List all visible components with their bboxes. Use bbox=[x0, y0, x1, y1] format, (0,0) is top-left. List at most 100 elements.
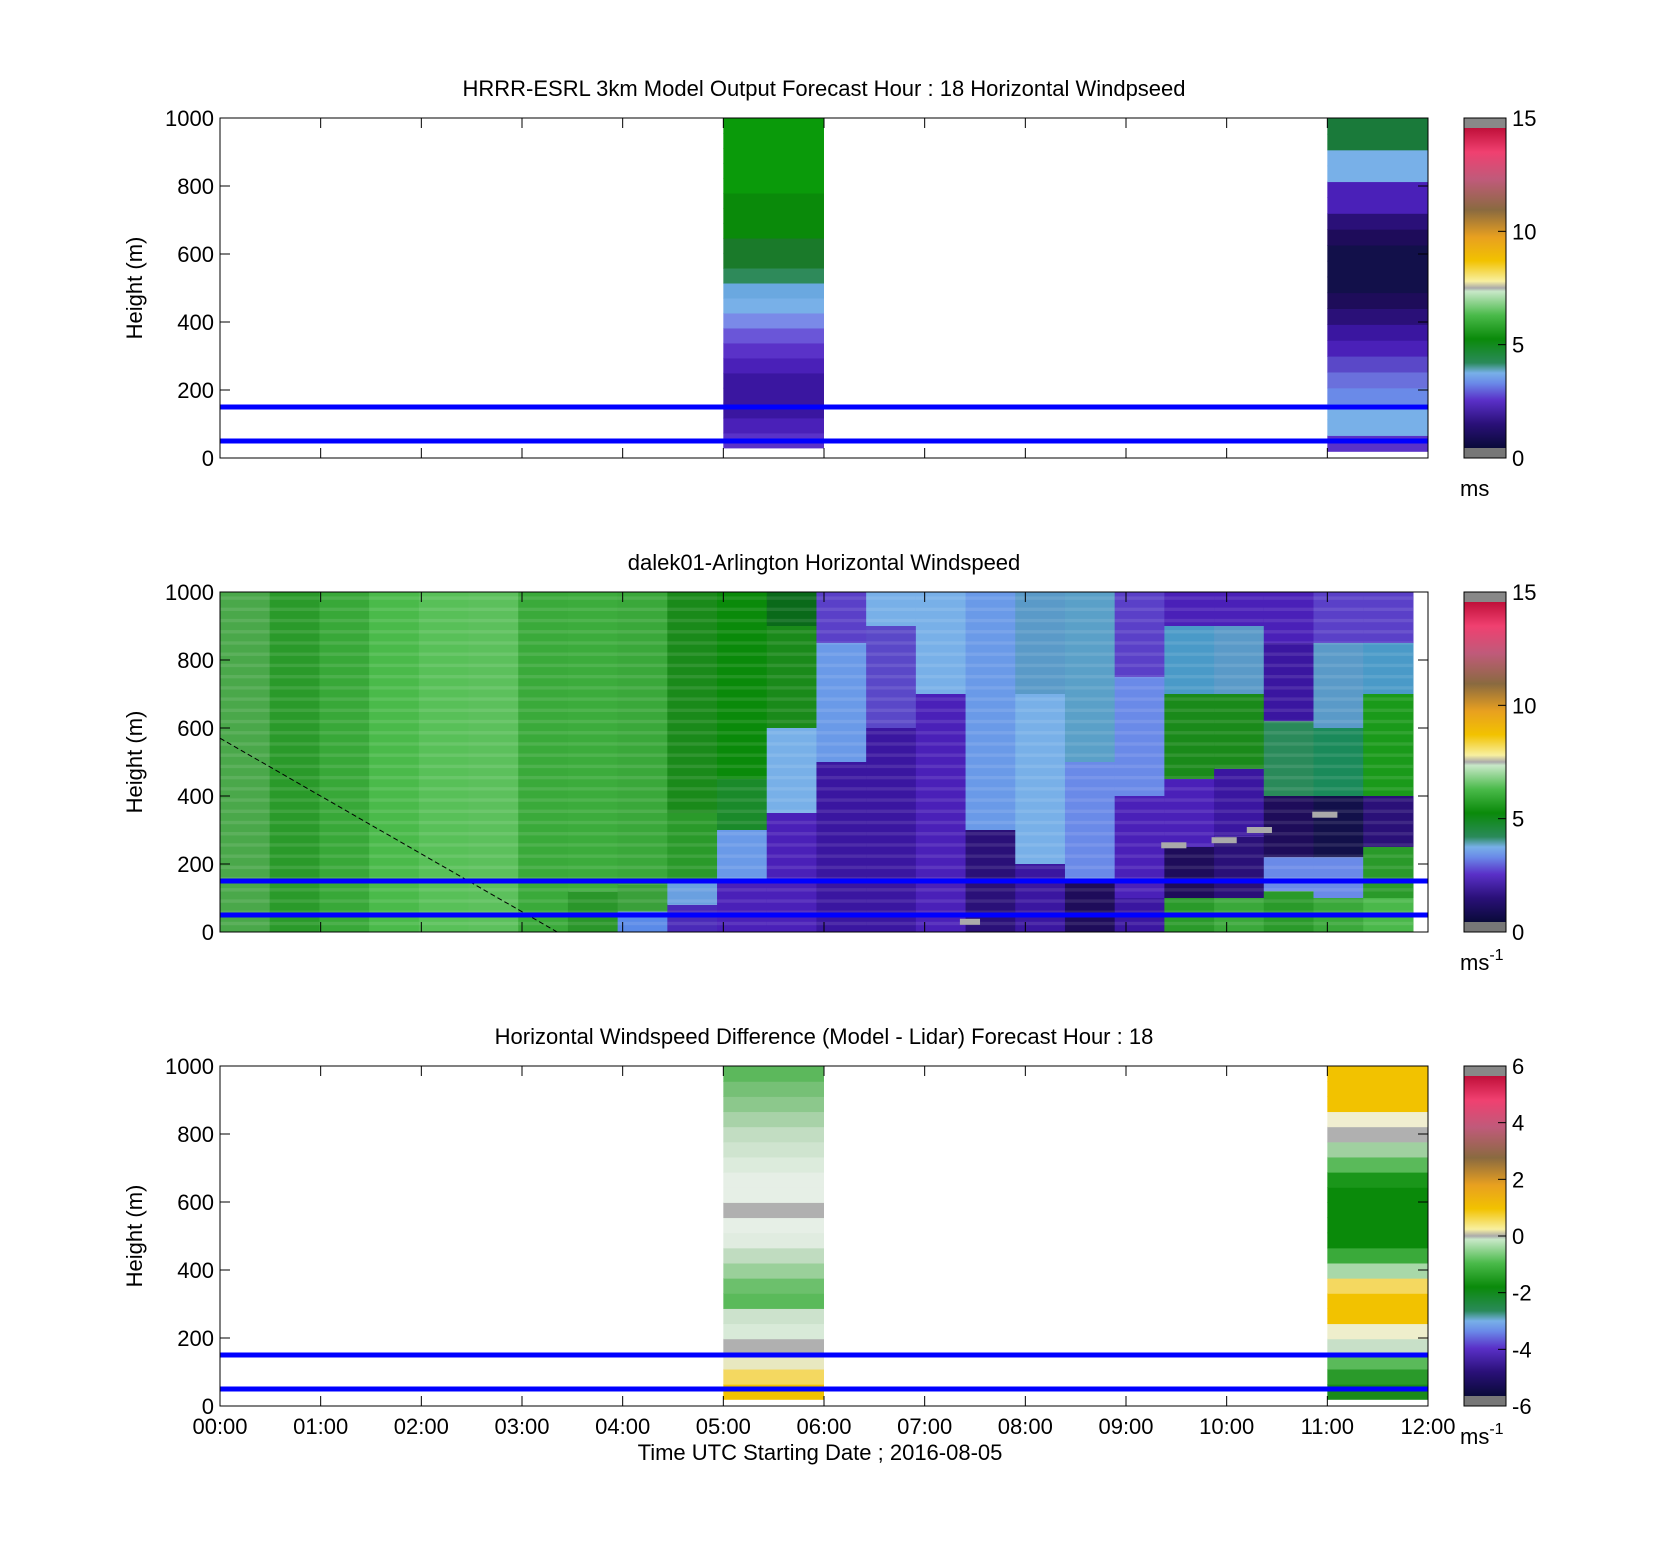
heatmap-texture bbox=[866, 888, 916, 892]
heatmap-texture bbox=[567, 607, 618, 612]
heatmap-cell bbox=[1327, 1187, 1428, 1203]
heatmap-texture bbox=[1313, 641, 1364, 645]
heatmap-texture bbox=[1214, 618, 1264, 623]
heatmap-texture bbox=[567, 899, 618, 903]
heatmap-texture bbox=[319, 775, 370, 780]
heatmap-texture bbox=[766, 798, 817, 802]
colorbar-unit: ms bbox=[1460, 476, 1489, 501]
heatmap-texture bbox=[1313, 854, 1364, 858]
heatmap-texture bbox=[518, 764, 568, 769]
heatmap-cell bbox=[1114, 677, 1165, 796]
y-tick-label: 0 bbox=[202, 920, 214, 945]
heatmap-texture bbox=[1214, 641, 1264, 645]
heatmap-texture bbox=[766, 888, 817, 892]
heatmap-texture bbox=[617, 809, 668, 813]
y-tick-label: 800 bbox=[177, 648, 214, 673]
heatmap-texture bbox=[1214, 888, 1264, 892]
heatmap-texture bbox=[866, 719, 916, 724]
heatmap-texture bbox=[766, 686, 817, 690]
heatmap-texture bbox=[220, 686, 270, 690]
heatmap-texture bbox=[965, 607, 1016, 612]
heatmap-texture bbox=[1263, 809, 1314, 813]
heatmap-texture bbox=[1015, 764, 1065, 769]
heatmap-texture bbox=[667, 731, 718, 735]
heatmap-cell bbox=[1064, 881, 1116, 932]
heatmap-texture bbox=[518, 731, 568, 735]
heatmap-texture bbox=[418, 910, 469, 914]
heatmap-texture bbox=[766, 641, 817, 645]
heatmap-texture bbox=[717, 809, 767, 813]
heatmap-texture bbox=[1114, 641, 1165, 645]
heatmap-cell bbox=[915, 592, 967, 694]
heatmap-texture bbox=[1313, 607, 1364, 612]
y-tick-label: 400 bbox=[177, 310, 214, 335]
x-tick-label: 02:00 bbox=[394, 1414, 449, 1439]
heatmap-texture bbox=[816, 820, 867, 825]
heatmap-texture bbox=[369, 641, 419, 645]
heatmap-texture bbox=[1363, 652, 1413, 656]
heatmap-texture bbox=[717, 775, 767, 780]
heatmap-texture bbox=[1114, 607, 1165, 612]
x-tick-label: 01:00 bbox=[293, 1414, 348, 1439]
heatmap-cell bbox=[1327, 340, 1428, 357]
heatmap-texture bbox=[1064, 641, 1115, 645]
heatmap-texture bbox=[1064, 742, 1115, 746]
panels: HRRR-ESRL 3km Model Output Forecast Hour… bbox=[122, 76, 1536, 1449]
heatmap-cell bbox=[723, 267, 824, 284]
heatmap-cell bbox=[1327, 1096, 1428, 1113]
heatmap-texture bbox=[518, 596, 568, 600]
heatmap-texture bbox=[915, 674, 966, 679]
heatmap-texture bbox=[965, 652, 1016, 656]
heatmap-texture bbox=[816, 708, 867, 713]
colorbar-tick-label: 0 bbox=[1512, 1224, 1524, 1249]
heatmap-texture bbox=[667, 674, 718, 679]
heatmap-texture bbox=[965, 832, 1016, 836]
heatmap-cell bbox=[1064, 762, 1116, 881]
heatmap-texture bbox=[617, 753, 668, 757]
colorbar-tick-label: 0 bbox=[1512, 446, 1524, 471]
heatmap-texture bbox=[1214, 832, 1264, 836]
heatmap-cell bbox=[1327, 1232, 1428, 1249]
heatmap-texture bbox=[1263, 596, 1314, 600]
gray-mark bbox=[959, 918, 981, 925]
heatmap-texture bbox=[369, 854, 419, 858]
heatmap-texture bbox=[816, 910, 867, 914]
heatmap-texture bbox=[866, 630, 916, 634]
y-tick-label: 800 bbox=[177, 1122, 214, 1147]
heatmap-texture bbox=[269, 764, 320, 769]
heatmap-texture bbox=[1313, 888, 1364, 892]
heatmap-texture bbox=[567, 663, 618, 668]
heatmap-texture bbox=[866, 921, 916, 926]
heatmap-cell bbox=[667, 904, 718, 932]
heatmap-texture bbox=[1363, 798, 1413, 802]
heatmap-texture bbox=[1114, 618, 1165, 623]
heatmap-texture bbox=[1015, 731, 1065, 735]
heatmap-cell bbox=[1327, 1081, 1428, 1097]
heatmap-cell bbox=[723, 162, 824, 179]
colorbar-unit-label: ms-1 bbox=[1460, 947, 1504, 975]
heatmap-texture bbox=[1363, 843, 1413, 847]
heatmap-texture bbox=[667, 910, 718, 914]
heatmap-texture bbox=[567, 775, 618, 780]
heatmap-texture bbox=[468, 674, 519, 679]
heatmap-cell bbox=[1263, 891, 1315, 932]
heatmap-texture bbox=[1114, 630, 1165, 634]
heatmap-texture bbox=[220, 641, 270, 645]
heatmap-texture bbox=[1263, 798, 1314, 802]
heatmap-texture bbox=[667, 820, 718, 825]
heatmap-texture bbox=[1214, 798, 1264, 802]
heatmap-texture bbox=[1313, 910, 1364, 914]
heatmap-cell bbox=[1164, 694, 1215, 779]
heatmap-cell bbox=[1327, 1293, 1428, 1309]
heatmap-texture bbox=[1064, 764, 1115, 769]
heatmap-cell bbox=[1327, 1202, 1428, 1219]
heatmap-texture bbox=[1313, 652, 1364, 656]
heatmap-cell bbox=[723, 1247, 824, 1264]
heatmap-texture bbox=[1263, 888, 1314, 892]
heatmap-texture bbox=[269, 607, 320, 612]
heatmap-texture bbox=[418, 832, 469, 836]
colorbar-tick-label: 15 bbox=[1512, 106, 1536, 131]
heatmap-texture bbox=[369, 652, 419, 656]
heatmap-texture bbox=[269, 798, 320, 802]
y-tick-label: 600 bbox=[177, 716, 214, 741]
